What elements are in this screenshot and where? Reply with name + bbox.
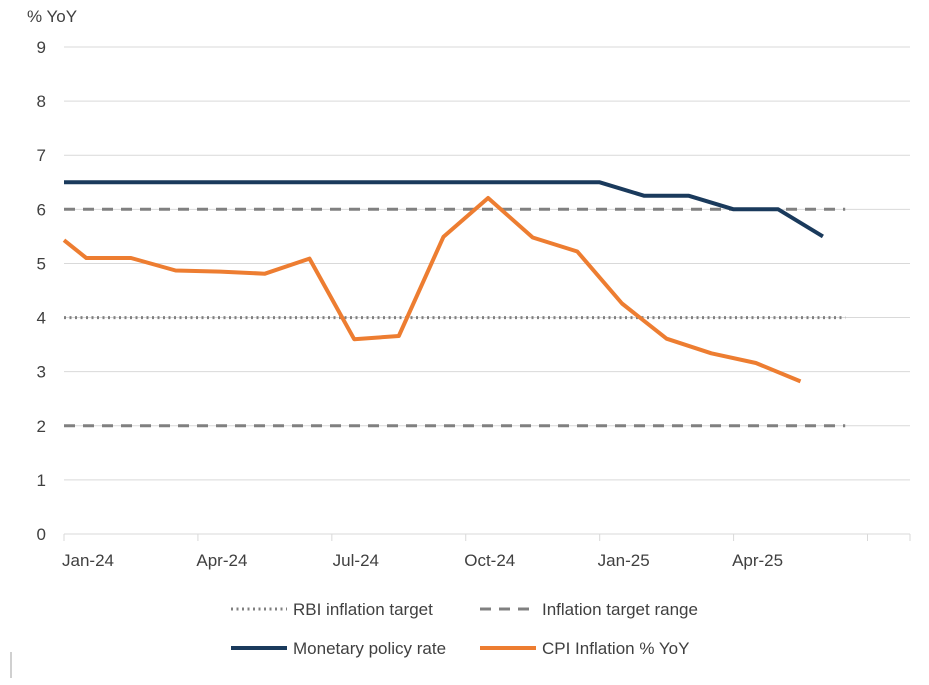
x-tick-label-jan-24: Jan-24 bbox=[62, 551, 114, 570]
x-tick-label-apr-24: Apr-24 bbox=[196, 551, 247, 570]
y-tick-label-3: 3 bbox=[37, 363, 46, 382]
x-tick-label-jul-24: Jul-24 bbox=[333, 551, 379, 570]
y-axis-unit-label: % YoY bbox=[27, 7, 77, 26]
y-tick-label-2: 2 bbox=[37, 417, 46, 436]
x-tick-label-jan-25: Jan-25 bbox=[598, 551, 650, 570]
y-tick-label-8: 8 bbox=[37, 92, 46, 111]
series-cpi-inflation-yoy-line bbox=[62, 196, 802, 384]
legend-label-policy-rate: Monetary policy rate bbox=[293, 639, 446, 658]
y-tick-label-5: 5 bbox=[37, 254, 46, 273]
legend-label-rbi-target: RBI inflation target bbox=[293, 600, 433, 619]
x-tick-label-oct-24: Oct-24 bbox=[464, 551, 515, 570]
y-axis-ticks: 0 1 2 3 4 5 6 7 8 9 bbox=[37, 38, 46, 544]
series-monetary-policy-rate-line bbox=[64, 180, 824, 239]
y-tick-label-1: 1 bbox=[37, 471, 46, 490]
y-tick-label-7: 7 bbox=[37, 146, 46, 165]
x-tick-label-apr-25: Apr-25 bbox=[732, 551, 783, 570]
x-axis-ticks: Jan-24 Apr-24 Jul-24 Oct-24 Jan-25 Apr-25 bbox=[62, 534, 911, 570]
y-tick-label-0: 0 bbox=[37, 525, 46, 544]
y-tick-label-9: 9 bbox=[37, 38, 46, 57]
series-lines bbox=[62, 180, 846, 428]
legend: RBI inflation target Inflation target ra… bbox=[231, 600, 698, 658]
legend-label-target-range: Inflation target range bbox=[542, 600, 698, 619]
y-tick-label-6: 6 bbox=[37, 200, 46, 219]
y-tick-label-4: 4 bbox=[37, 309, 46, 328]
legend-label-cpi: CPI Inflation % YoY bbox=[542, 639, 689, 658]
